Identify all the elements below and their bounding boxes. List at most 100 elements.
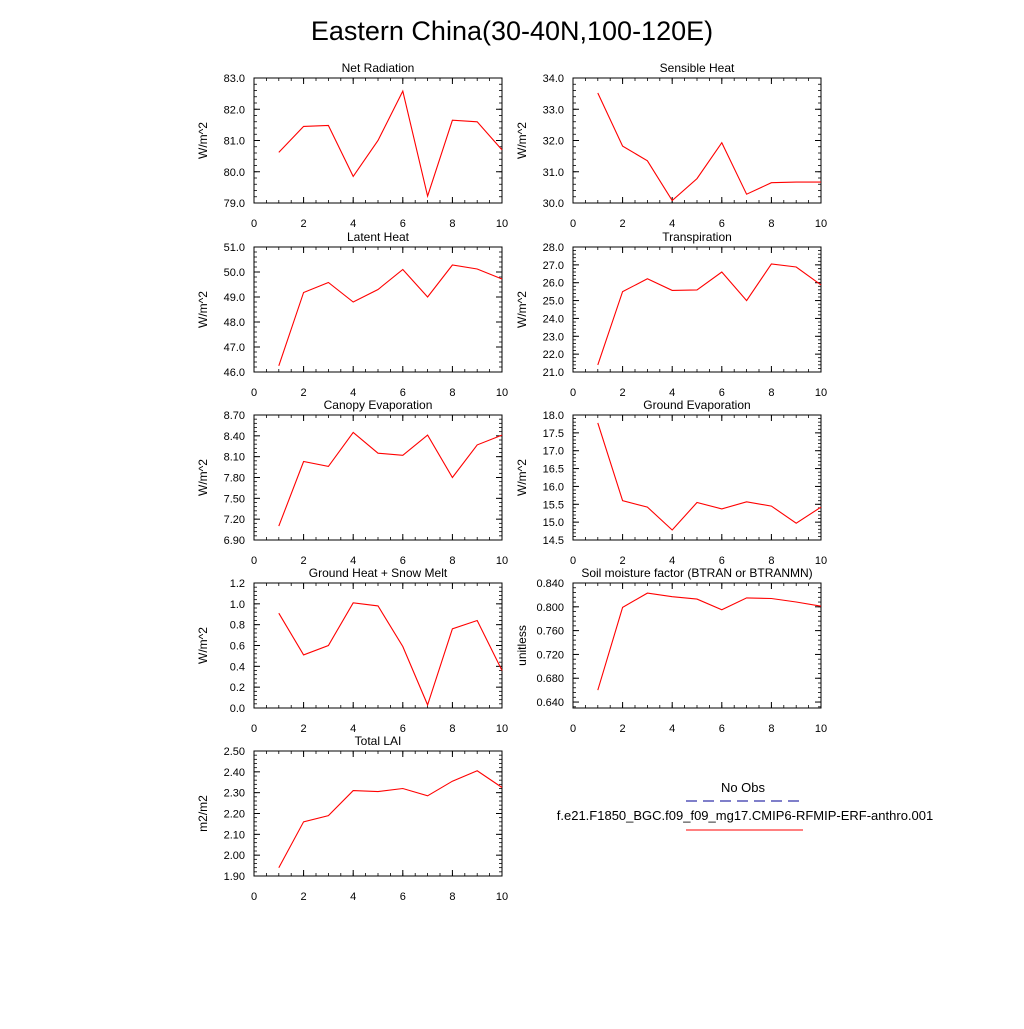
y-tick-label: 6.90 (224, 535, 245, 547)
y-tick-label: 15.5 (543, 499, 564, 511)
x-tick-label: 6 (400, 891, 406, 903)
y-tick-label: 26.0 (543, 278, 564, 290)
x-tick-label: 4 (350, 555, 356, 567)
y-tick-label: 80.0 (224, 167, 245, 179)
y-tick-label: 81.0 (224, 136, 245, 148)
series-line (597, 92, 821, 202)
y-tick-label: 8.40 (224, 431, 245, 443)
x-tick-label: 6 (719, 387, 725, 399)
x-tick-label: 0 (570, 387, 576, 399)
x-tick-label: 8 (768, 387, 774, 399)
y-tick-label: 14.5 (543, 535, 564, 547)
x-tick-label: 8 (449, 891, 455, 903)
x-tick-label: 8 (449, 723, 455, 735)
series-line (597, 263, 822, 366)
y-tick-label: 0.6 (230, 641, 245, 653)
panel-title: Total LAI (355, 734, 402, 748)
y-tick-label: 2.40 (224, 767, 245, 779)
series-line (278, 89, 503, 199)
y-tick-label: 82.0 (224, 104, 245, 116)
panel-title: Ground Evaporation (643, 398, 750, 412)
x-tick-label: 0 (251, 387, 257, 399)
y-axis-label: W/m^2 (515, 459, 529, 496)
chart-panel-4: Transpiration W/m^2 0 2 4 6 8 10 21.0 22.0 23.0 24.… (515, 230, 827, 399)
x-tick-label: 6 (400, 723, 406, 735)
y-tick-label: 17.0 (543, 446, 564, 458)
y-tick-label: 2.10 (224, 829, 245, 841)
y-tick-label: 34.0 (543, 73, 564, 85)
y-tick-label: 30.0 (543, 198, 564, 210)
series-line (597, 422, 822, 531)
y-tick-label: 8.10 (224, 452, 245, 464)
panel-title: Latent Heat (347, 230, 410, 244)
chart-panel-3: Latent Heat W/m^2 0 2 4 6 8 10 46.0 47.0 48.0 49.0 5… (196, 230, 508, 399)
y-tick-label: 0.720 (536, 649, 564, 661)
y-tick-label: 24.0 (543, 313, 564, 325)
y-tick-label: 16.5 (543, 464, 564, 476)
y-tick-label: 32.0 (543, 136, 564, 148)
y-tick-label: 25.0 (543, 296, 564, 308)
plot-frame (572, 77, 822, 204)
panel-title: Canopy Evaporation (324, 398, 433, 412)
chart-panel-6: Ground Evaporation W/m^2 0 2 4 6 8 10 14.5 15.0 15… (515, 398, 827, 567)
x-tick-label: 4 (669, 387, 675, 399)
x-tick-label: 4 (669, 218, 675, 230)
series-line (597, 592, 822, 691)
y-tick-label: 79.0 (224, 198, 245, 210)
x-tick-label: 8 (449, 387, 455, 399)
y-axis-label: m2/m2 (196, 795, 210, 832)
chart-panel-2: Sensible Heat W/m^2 0 2 4 6 8 10 30.0 31.0 32.0 33.… (515, 61, 827, 230)
x-tick-label: 6 (400, 218, 406, 230)
x-tick-label: 2 (301, 387, 307, 399)
x-tick-label: 4 (669, 723, 675, 735)
x-tick-label: 0 (570, 218, 576, 230)
y-tick-label: 16.0 (543, 481, 564, 493)
y-tick-label: 22.0 (543, 349, 564, 361)
y-tick-label: 0.0 (230, 703, 245, 715)
y-tick-label: 23.0 (543, 331, 564, 343)
plot-frame (253, 246, 503, 373)
y-tick-label: 8.70 (224, 410, 245, 422)
y-tick-label: 2.50 (224, 746, 245, 758)
panel-title: Ground Heat + Snow Melt (309, 566, 448, 580)
x-tick-label: 10 (496, 723, 508, 735)
x-tick-label: 2 (301, 891, 307, 903)
x-tick-label: 4 (669, 555, 675, 567)
y-tick-label: 1.2 (230, 578, 245, 590)
y-tick-label: 2.00 (224, 850, 245, 862)
y-tick-label: 0.2 (230, 682, 245, 694)
series-line (278, 264, 503, 366)
x-tick-label: 4 (350, 723, 356, 735)
x-tick-label: 6 (400, 387, 406, 399)
y-tick-label: 0.8 (230, 620, 245, 632)
x-tick-label: 8 (768, 555, 774, 567)
y-axis-label: unitless (515, 625, 529, 666)
y-tick-label: 1.0 (230, 599, 245, 611)
y-axis-label: W/m^2 (515, 291, 529, 328)
y-tick-label: 18.0 (543, 410, 564, 422)
x-tick-label: 10 (815, 555, 827, 567)
y-tick-label: 17.5 (543, 428, 564, 440)
y-tick-label: 21.0 (543, 367, 564, 379)
y-tick-label: 15.0 (543, 517, 564, 529)
plot-frame (572, 414, 822, 541)
legend: No Obs f.e21.F1850_BGC.f09_f09_mg17.CMIP… (557, 780, 933, 831)
x-tick-label: 2 (301, 218, 307, 230)
x-tick-label: 6 (719, 723, 725, 735)
y-axis-label: W/m^2 (515, 122, 529, 159)
x-tick-label: 4 (350, 891, 356, 903)
y-tick-label: 2.30 (224, 788, 245, 800)
x-tick-label: 4 (350, 387, 356, 399)
plot-frame (572, 582, 822, 709)
y-tick-label: 2.20 (224, 809, 245, 821)
y-tick-label: 28.0 (543, 242, 564, 254)
x-tick-label: 2 (301, 723, 307, 735)
x-tick-label: 6 (719, 218, 725, 230)
x-tick-label: 2 (620, 387, 626, 399)
x-tick-label: 8 (449, 218, 455, 230)
y-tick-label: 0.680 (536, 673, 564, 685)
x-tick-label: 0 (251, 891, 257, 903)
plot-frame (253, 414, 503, 541)
series-line (278, 770, 503, 868)
